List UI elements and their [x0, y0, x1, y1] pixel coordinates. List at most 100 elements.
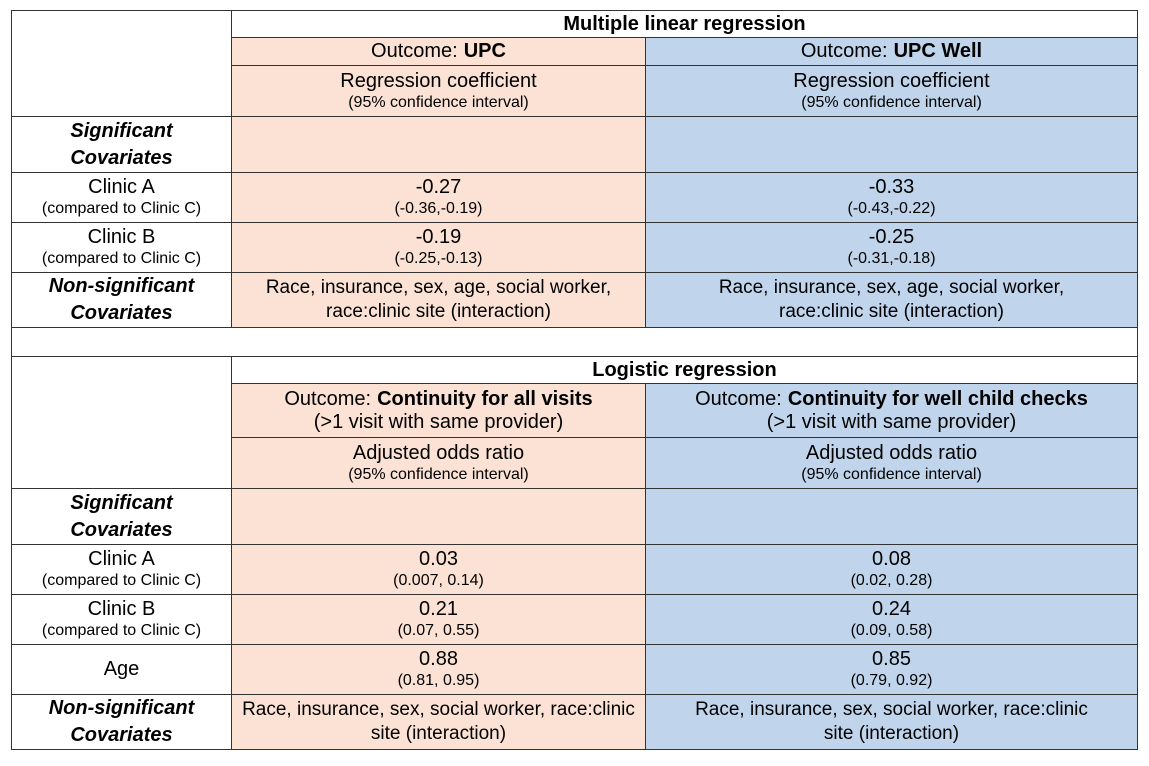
- label-cell: Significant Covariates: [11, 488, 232, 545]
- table-body: Multiple linear regression Outcome: UPC Out…: [10, 10, 1139, 750]
- value-cell: -0.25 (-0.31,-0.18): [644, 222, 1139, 273]
- coefficient: 0.21: [419, 598, 458, 620]
- value-cell: 0.85 (0.79, 0.92): [644, 644, 1139, 695]
- confidence-interval: (0.09, 0.58): [850, 622, 933, 639]
- outcome-detail: (>1 visit with same provider): [766, 410, 1017, 433]
- measure: Regression coefficient: [793, 69, 990, 92]
- corner-cell: [11, 356, 232, 489]
- value-cell: -0.19 (-0.25,-0.13): [231, 222, 646, 273]
- measure-note: (95% confidence interval): [801, 465, 982, 483]
- value-cell: 0.88 (0.81, 0.95): [231, 644, 646, 695]
- row-label: Clinic A: [88, 548, 155, 570]
- table-row: Clinic B (compared to Clinic C) -0.19 (-0.2…: [11, 222, 1139, 273]
- value-cell: -0.27 (-0.36,-0.19): [231, 172, 646, 223]
- separator-cell: [10, 327, 1139, 357]
- confidence-interval: (0.81, 0.95): [397, 672, 480, 689]
- value-cell: 0.24 (0.09, 0.58): [644, 594, 1139, 645]
- table-row: Clinic A (compared to Clinic C) 0.03 (0.007…: [11, 544, 1139, 595]
- table-row: Logistic regression: [11, 356, 1139, 489]
- section-title-cell: Logistic regression: [230, 356, 1139, 384]
- covariates: Race, insurance, sex, age, social worker…: [718, 277, 1065, 322]
- outcome-detail: (>1 visit with same provider): [313, 410, 564, 433]
- section-title: Multiple linear regression: [563, 12, 806, 35]
- outcome-name: UPC Well: [893, 40, 983, 62]
- significant-label: Significant Covariates: [70, 491, 173, 541]
- coefficient: 0.85: [872, 648, 911, 670]
- outcome-prefix: Outcome:: [800, 40, 888, 62]
- covariates-cell: Race, insurance, sex, social worker, rac…: [231, 694, 646, 750]
- label-cell: Clinic A (compared to Clinic C): [11, 172, 232, 223]
- covariates-cell: Race, insurance, sex, age, social worker…: [644, 272, 1139, 328]
- measure: Adjusted odds ratio: [352, 441, 525, 464]
- confidence-interval: (-0.43,-0.22): [847, 200, 936, 217]
- covariates-cell: Race, insurance, sex, social worker, rac…: [644, 694, 1139, 750]
- table-row: Adjusted odds ratio (95% confidence inter…: [12, 437, 1139, 489]
- table-row: Significant Covariates: [11, 116, 1139, 173]
- outcome-line: Outcome: UPC: [236, 40, 641, 63]
- row-label: Age: [103, 658, 140, 680]
- section-title-cell: Multiple linear regression: [230, 10, 1139, 38]
- coefficient: 0.88: [419, 648, 458, 670]
- outcome-cell: Outcome: Continuity for all visits (>1 vis…: [231, 383, 646, 438]
- confidence-interval: (0.07, 0.55): [397, 622, 480, 639]
- table-row: Clinic B (compared to Clinic C) 0.21 (0.07,…: [11, 594, 1139, 645]
- row-label: Clinic B: [87, 226, 156, 248]
- empty-cell: [231, 116, 646, 173]
- value-cell: 0.08 (0.02, 0.28): [644, 544, 1139, 595]
- nonsignificant-label: Non-significant Covariates: [48, 275, 195, 324]
- covariates: Race, insurance, sex, age, social worker…: [265, 277, 612, 322]
- outcome-name: Continuity for well child checks: [787, 387, 1088, 410]
- outcome-cell: Outcome: UPC Well: [644, 37, 1139, 66]
- measure: Adjusted odds ratio: [805, 441, 978, 464]
- measure-cell: Regression coefficient (95% confidence in…: [644, 65, 1139, 117]
- outcome-line: Outcome: UPC Well: [650, 40, 1133, 63]
- label-cell: Non-significant Covariates: [11, 272, 232, 328]
- covariates-cell: Race, insurance, sex, age, social worker…: [231, 272, 646, 328]
- table-row: Clinic A (compared to Clinic C) -0.27 (-0.3…: [11, 172, 1139, 223]
- table-row: Multiple linear regression: [11, 10, 1139, 117]
- coefficient: -0.33: [868, 176, 915, 198]
- table-row: Outcome: UPC Outcome: UPC Well: [12, 37, 1139, 66]
- outcome-prefix: Outcome:: [695, 387, 782, 410]
- outcome-name: UPC: [463, 40, 506, 62]
- empty-cell: [231, 488, 646, 545]
- row-note: (compared to Clinic C): [41, 200, 202, 217]
- row-note: (compared to Clinic C): [41, 622, 202, 639]
- corner-cell: [11, 10, 232, 117]
- outcome-name: Continuity for all visits: [377, 387, 593, 410]
- value-cell: 0.21 (0.07, 0.55): [231, 594, 646, 645]
- label-cell: Age: [11, 644, 232, 695]
- outcome-cell: Outcome: UPC: [231, 37, 646, 66]
- measure-cell: Regression coefficient (95% confidence in…: [231, 65, 646, 117]
- measure: Regression coefficient: [340, 69, 537, 92]
- coefficient: -0.25: [868, 226, 915, 248]
- outcome-line: Outcome: Continuity for all visits: [236, 388, 641, 411]
- measure-cell: Adjusted odds ratio (95% confidence inter…: [644, 437, 1139, 489]
- confidence-interval: (0.02, 0.28): [850, 572, 933, 589]
- label-cell: Significant Covariates: [11, 116, 232, 173]
- measure-note: (95% confidence interval): [801, 93, 982, 111]
- table-row: Age 0.88 (0.81, 0.95) 0.85 (0.79, 0.92): [11, 644, 1139, 695]
- outcome-cell: Outcome: Continuity for well child checks…: [644, 383, 1139, 438]
- label-cell: Non-significant Covariates: [11, 694, 232, 750]
- value-cell: -0.33 (-0.43,-0.22): [644, 172, 1139, 223]
- measure-cell: Adjusted odds ratio (95% confidence inter…: [231, 437, 646, 489]
- covariates: Race, insurance, sex, social worker, rac…: [242, 699, 635, 744]
- row-note: (compared to Clinic C): [41, 250, 202, 267]
- nonsignificant-label: Non-significant Covariates: [48, 697, 195, 746]
- coefficient: 0.08: [872, 548, 911, 570]
- label-cell: Clinic A (compared to Clinic C): [11, 544, 232, 595]
- empty-cell: [644, 488, 1139, 545]
- confidence-interval: (-0.31,-0.18): [847, 250, 936, 267]
- measure-note: (95% confidence interval): [348, 93, 529, 111]
- table-row: [10, 327, 1139, 357]
- outcome-prefix: Outcome:: [284, 387, 372, 410]
- confidence-interval: (0.007, 0.14): [393, 572, 484, 589]
- table-row: Regression coefficient (95% confidence in…: [12, 65, 1139, 117]
- confidence-interval: (0.79, 0.92): [850, 672, 933, 689]
- value-cell: 0.03 (0.007, 0.14): [231, 544, 646, 595]
- confidence-interval: (-0.25,-0.13): [394, 250, 483, 267]
- regression-table: Multiple linear regression Outcome: UPC Out…: [10, 10, 1139, 750]
- covariates: Race, insurance, sex, social worker, rac…: [695, 699, 1088, 744]
